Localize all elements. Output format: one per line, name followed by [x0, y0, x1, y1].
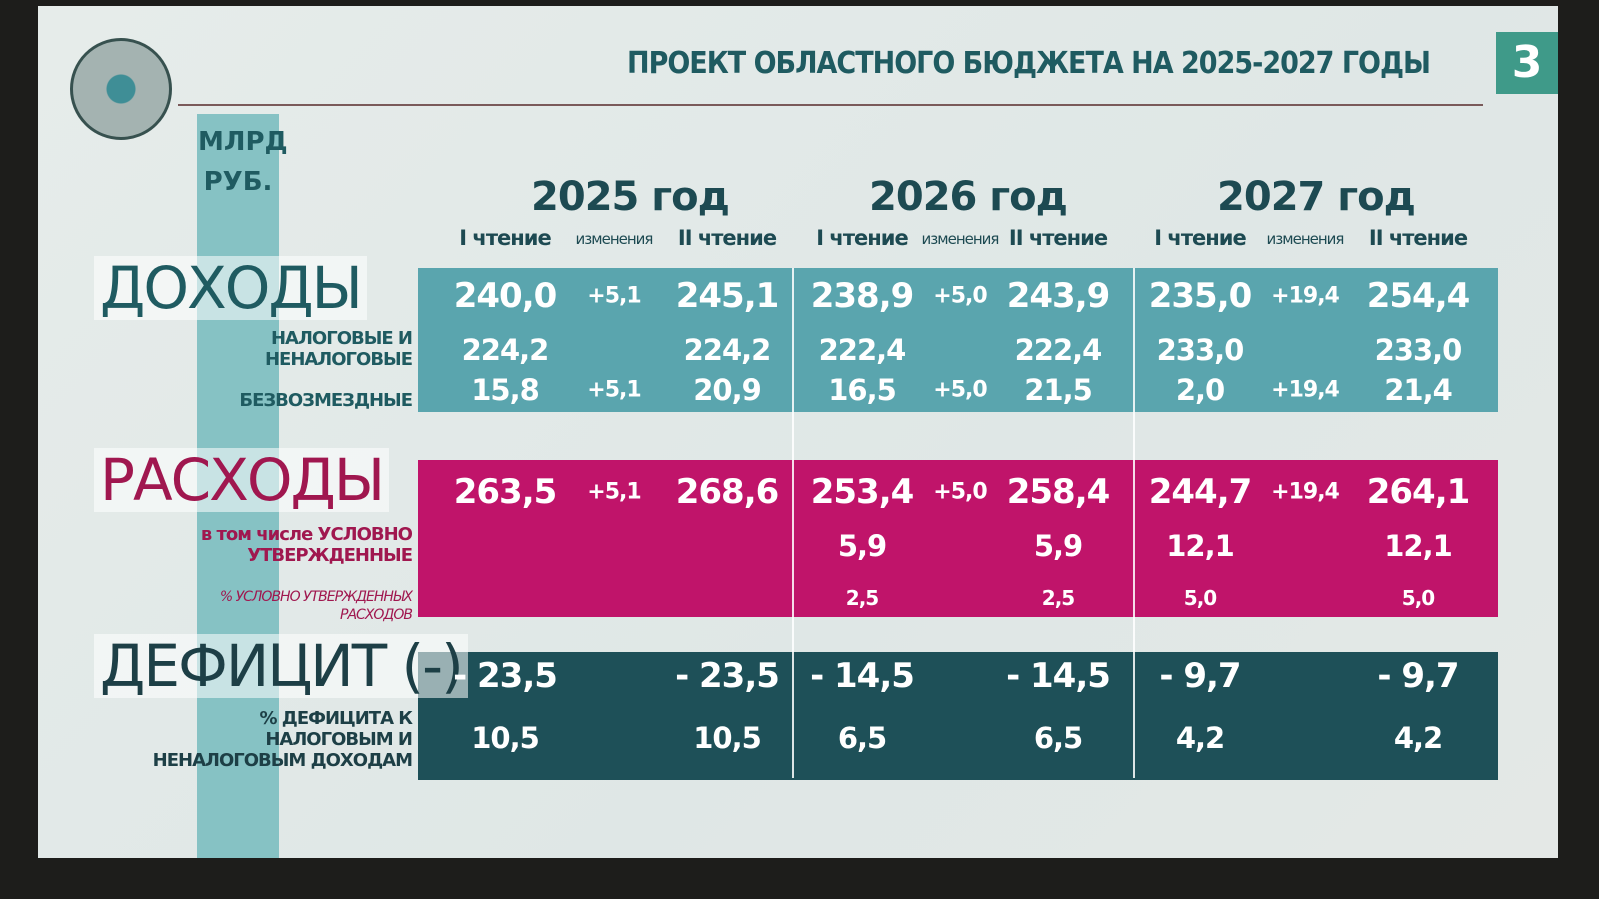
table-cell: 235,0 [1148, 276, 1253, 316]
column-header: II чтение [677, 226, 777, 250]
table-cell: +5,1 [587, 377, 641, 403]
page-number: 3 [1496, 32, 1558, 94]
table-cell: - 23,5 [453, 656, 558, 696]
section-band [418, 268, 1498, 412]
table-cell: - 14,5 [1006, 656, 1111, 696]
column-header: изменения [921, 230, 1000, 248]
row-label: % УСЛОВНО УТВЕРЖДЕННЫХ РАСХОДОВ [219, 589, 413, 623]
table-cell: 268,6 [675, 472, 780, 512]
table-cell: 233,0 [1374, 333, 1463, 367]
column-header: I чтение [459, 226, 551, 250]
table-cell: 2,0 [1175, 373, 1225, 407]
column-header: I чтение [1154, 226, 1246, 250]
column-divider [792, 268, 794, 778]
table-cell: 10,5 [471, 721, 540, 755]
table-cell: 238,9 [810, 276, 915, 316]
table-cell: 263,5 [453, 472, 558, 512]
table-cell: 253,4 [810, 472, 915, 512]
slide: ПРОЕКТ ОБЛАСТНОГО БЮДЖЕТА НА 2025-2027 Г… [38, 6, 1558, 858]
table-cell: 240,0 [453, 276, 558, 316]
header-rule [178, 104, 1483, 106]
column-header: II чтение [1008, 226, 1108, 250]
table-cell: 4,2 [1393, 721, 1443, 755]
column-divider [1133, 268, 1135, 778]
column-header: изменения [575, 230, 654, 248]
table-cell: 5,9 [1033, 529, 1083, 563]
column-header: изменения [1266, 230, 1345, 248]
row-label: в том числе УСЛОВНО УТВЕРЖДЕННЫЕ [200, 524, 413, 566]
table-cell: 2,5 [845, 586, 879, 610]
table-cell: 5,0 [1183, 586, 1217, 610]
column-header: II чтение [1368, 226, 1468, 250]
row-label: НАЛОГОВЫЕ И НЕНАЛОГОВЫЕ [264, 328, 413, 370]
table-cell: +19,4 [1271, 377, 1340, 403]
table-cell: 222,4 [818, 333, 907, 367]
table-cell: 258,4 [1006, 472, 1111, 512]
table-cell: 224,2 [461, 333, 550, 367]
table-cell: 4,2 [1175, 721, 1225, 755]
table-cell: 245,1 [675, 276, 780, 316]
table-cell: - 9,7 [1377, 656, 1459, 696]
table-cell: +5,0 [933, 283, 987, 309]
table-cell: 244,7 [1148, 472, 1253, 512]
section-title: РАСХОДЫ [94, 448, 390, 512]
row-label: БЕЗВОЗМЕЗДНЫЕ [239, 390, 413, 411]
table-cell: +19,4 [1271, 479, 1340, 505]
year-header: 2025 год [531, 174, 730, 220]
table-cell: 16,5 [828, 373, 897, 407]
table-cell: - 9,7 [1159, 656, 1241, 696]
table-cell: +5,0 [933, 377, 987, 403]
table-cell: +5,1 [587, 479, 641, 505]
table-cell: 224,2 [683, 333, 772, 367]
year-header: 2026 год [869, 174, 1068, 220]
table-cell: +5,0 [933, 479, 987, 505]
table-cell: 10,5 [693, 721, 762, 755]
table-cell: 20,9 [693, 373, 762, 407]
table-cell: 12,1 [1384, 529, 1453, 563]
section-title: ДЕФИЦИТ (-) [94, 634, 468, 698]
section-band [418, 652, 1498, 780]
table-cell: 12,1 [1166, 529, 1235, 563]
table-cell: 6,5 [1033, 721, 1083, 755]
row-label: % ДЕФИЦИТА К НАЛОГОВЫМ И НЕНАЛОГОВЫМ ДОХ… [152, 708, 413, 771]
column-header: I чтение [816, 226, 908, 250]
table-cell: 233,0 [1156, 333, 1245, 367]
table-cell: +5,1 [587, 283, 641, 309]
table-cell: 2,5 [1041, 586, 1075, 610]
section-band [418, 460, 1498, 617]
table-cell: 264,1 [1366, 472, 1471, 512]
unit-label: МЛРД РУБ. [198, 127, 288, 197]
table-cell: 243,9 [1006, 276, 1111, 316]
table-cell: 5,9 [837, 529, 887, 563]
table-cell: 21,5 [1024, 373, 1093, 407]
section-title: ДОХОДЫ [94, 256, 367, 320]
table-cell: 254,4 [1366, 276, 1471, 316]
year-header: 2027 год [1217, 174, 1416, 220]
logo [70, 38, 172, 140]
table-cell: 15,8 [471, 373, 540, 407]
table-cell: 5,0 [1401, 586, 1435, 610]
table-cell: +19,4 [1271, 283, 1340, 309]
table-cell: - 14,5 [810, 656, 915, 696]
table-cell: - 23,5 [675, 656, 780, 696]
table-cell: 222,4 [1014, 333, 1103, 367]
table-cell: 6,5 [837, 721, 887, 755]
slide-title: ПРОЕКТ ОБЛАСТНОГО БЮДЖЕТА НА 2025-2027 Г… [627, 46, 1431, 81]
table-cell: 21,4 [1384, 373, 1453, 407]
